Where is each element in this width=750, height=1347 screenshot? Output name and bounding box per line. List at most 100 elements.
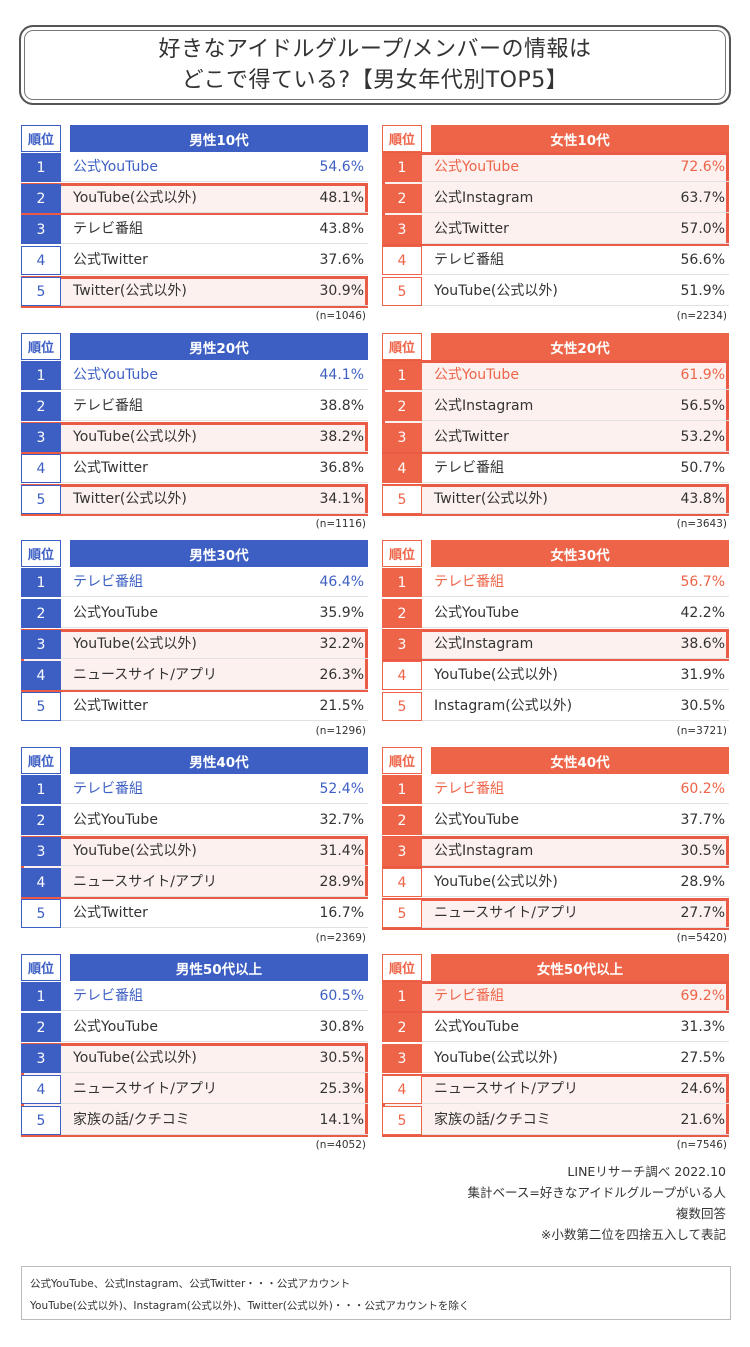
source-label: ニュースサイト/アプリ	[73, 874, 218, 890]
source-label: YouTube(公式以外)	[434, 1050, 558, 1066]
rank-cell: 2	[382, 806, 422, 835]
source-label: Twitter(公式以外)	[73, 283, 187, 299]
percent-value: 51.9%	[680, 283, 725, 299]
table-row: 3 公式Instagram 38.6%	[382, 630, 729, 659]
row-divider	[61, 865, 368, 866]
row-divider	[422, 627, 729, 628]
row-divider	[422, 482, 729, 483]
source-label: ニュースサイト/アプリ	[434, 905, 579, 921]
ranking-panel: 順位 女性50代以上 1 テレビ番組 69.2% 2 公式YouTube 31.3% 3 YouT…	[382, 954, 729, 1156]
percent-value: 32.7%	[319, 812, 364, 828]
source-label: テレビ番組	[434, 460, 504, 476]
percent-value: 35.9%	[319, 605, 364, 621]
table-row: 5 家族の話/クチコミ 21.6%	[382, 1106, 729, 1135]
panel-title: 女性30代	[431, 540, 729, 567]
panel-title: 女性10代	[431, 125, 729, 152]
source-label: 家族の話/クチコミ	[73, 1112, 190, 1128]
sample-size: (n=4052)	[315, 1139, 366, 1151]
rank-cell: 1	[382, 153, 422, 182]
ranking-panel: 順位 女性20代 1 公式YouTube 61.9% 2 公式Instagram 56.5% 3…	[382, 333, 729, 535]
multiple-answer-line: 複数回答	[675, 1206, 726, 1221]
row-divider	[61, 658, 368, 659]
table-row: 5 Instagram(公式以外) 30.5%	[382, 692, 729, 721]
panel-header: 順位 男性40代	[21, 747, 368, 774]
row-divider	[61, 803, 368, 804]
table-row: 2 公式YouTube 30.8%	[21, 1013, 368, 1042]
panel-header: 順位 男性50代以上	[21, 954, 368, 981]
row-divider	[61, 389, 368, 390]
panel-title: 女性50代以上	[431, 954, 729, 981]
source-label: 公式YouTube	[434, 812, 519, 828]
rank-cell: 4	[21, 246, 61, 275]
source-label: YouTube(公式以外)	[73, 190, 197, 206]
table-row: 3 YouTube(公式以外) 27.5%	[382, 1044, 729, 1073]
table-row: 1 公式YouTube 54.6%	[21, 153, 368, 182]
source-label: YouTube(公式以外)	[73, 1050, 197, 1066]
title-box: 好きなアイドルグループ/メンバーの情報は どこで得ている?【男女年代別TOP5】	[19, 25, 731, 105]
rank-cell: 4	[382, 1075, 422, 1104]
source-label: 公式Twitter	[434, 429, 509, 445]
percent-value: 63.7%	[680, 190, 725, 206]
table-row: 1 テレビ番組 52.4%	[21, 775, 368, 804]
source-label: テレビ番組	[434, 988, 504, 1004]
rank-header: 順位	[382, 333, 422, 360]
source-label: 公式YouTube	[73, 1019, 158, 1035]
table-row: 4 テレビ番組 50.7%	[382, 454, 729, 483]
source-label: 公式YouTube	[73, 159, 158, 175]
rank-header: 順位	[21, 125, 61, 152]
row-divider	[422, 865, 729, 866]
percent-value: 43.8%	[680, 491, 725, 507]
table-row: 3 公式Instagram 30.5%	[382, 837, 729, 866]
source-label: テレビ番組	[73, 221, 143, 237]
rank-header: 順位	[21, 747, 61, 774]
table-row: 4 YouTube(公式以外) 31.9%	[382, 661, 729, 690]
row-divider	[422, 834, 729, 835]
title-line-1: 好きなアイドルグループ/メンバーの情報は	[158, 37, 592, 62]
rank-cell: 3	[382, 630, 422, 659]
percent-value: 56.5%	[680, 398, 725, 414]
source-label: YouTube(公式以外)	[434, 874, 558, 890]
panel-title: 男性30代	[70, 540, 368, 567]
table-row: 5 ニュースサイト/アプリ 27.7%	[382, 899, 729, 928]
table-row: 3 公式Twitter 53.2%	[382, 423, 729, 452]
rank-cell: 3	[382, 837, 422, 866]
percent-value: 31.9%	[680, 667, 725, 683]
rank-cell: 4	[21, 868, 61, 897]
rank-cell: 2	[21, 1013, 61, 1042]
row-divider	[422, 927, 729, 928]
rank-cell: 4	[21, 1075, 61, 1104]
source-label: ニュースサイト/アプリ	[73, 1081, 218, 1097]
sample-size: (n=1296)	[315, 725, 366, 737]
percent-value: 60.2%	[680, 781, 725, 797]
percent-value: 53.2%	[680, 429, 725, 445]
rank-cell: 2	[382, 184, 422, 213]
rank-header: 順位	[21, 333, 61, 360]
source-label: 公式YouTube	[434, 367, 519, 383]
rank-cell: 5	[21, 485, 61, 514]
rank-cell: 1	[382, 982, 422, 1011]
row-divider	[422, 1103, 729, 1104]
source-label: Twitter(公式以外)	[434, 491, 548, 507]
percent-value: 38.2%	[319, 429, 364, 445]
panel-header: 順位 女性50代以上	[382, 954, 729, 981]
row-divider	[422, 420, 729, 421]
sample-size: (n=3721)	[676, 725, 727, 737]
ranking-panel: 順位 男性40代 1 テレビ番組 52.4% 2 公式YouTube 32.7% 3 YouTub…	[21, 747, 368, 949]
row-divider	[422, 274, 729, 275]
note-line-1: 公式YouTube、公式Instagram、公式Twitter・・・公式アカウン…	[30, 1278, 351, 1290]
percent-value: 28.9%	[680, 874, 725, 890]
table-row: 3 YouTube(公式以外) 38.2%	[21, 423, 368, 452]
source-label: 公式YouTube	[73, 605, 158, 621]
panel-title: 女性20代	[431, 333, 729, 360]
table-row: 5 Twitter(公式以外) 43.8%	[382, 485, 729, 514]
rank-cell: 4	[382, 868, 422, 897]
ranking-panel: 順位 女性30代 1 テレビ番組 56.7% 2 公式YouTube 42.2% 3 公式Inst…	[382, 540, 729, 742]
percent-value: 57.0%	[680, 221, 725, 237]
row-divider	[61, 1041, 368, 1042]
source-label: 公式Twitter	[73, 460, 148, 476]
row-divider	[61, 451, 368, 452]
table-row: 4 YouTube(公式以外) 28.9%	[382, 868, 729, 897]
table-row: 3 YouTube(公式以外) 31.4%	[21, 837, 368, 866]
source-label: 公式Twitter	[73, 698, 148, 714]
rank-cell: 5	[21, 899, 61, 928]
